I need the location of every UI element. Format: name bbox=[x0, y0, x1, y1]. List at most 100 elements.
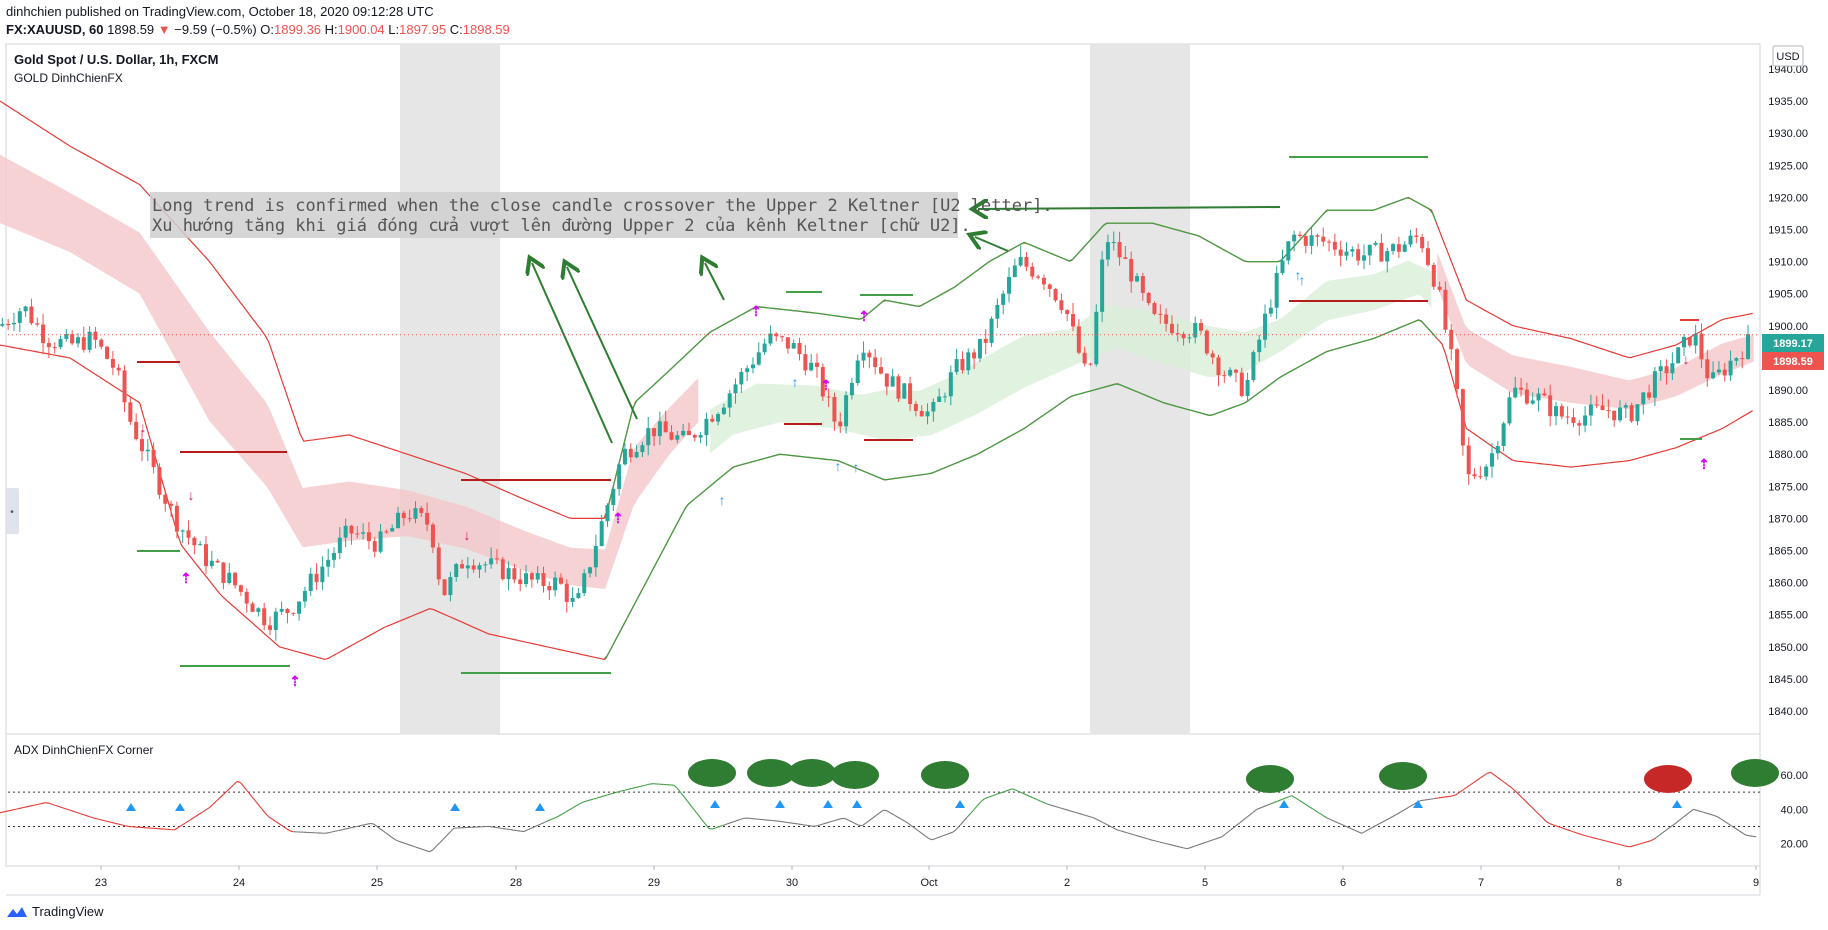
adx-segment bbox=[617, 790, 622, 793]
adx-segment bbox=[436, 842, 441, 847]
candle-body bbox=[1164, 314, 1169, 324]
adx-segment bbox=[1022, 792, 1027, 796]
adx-segment bbox=[1504, 782, 1509, 786]
footer[interactable]: TradingView bbox=[6, 904, 104, 919]
candle-body bbox=[407, 518, 412, 520]
candle-body bbox=[285, 608, 290, 614]
adx-segment bbox=[1560, 826, 1565, 830]
adx-segment bbox=[1542, 818, 1548, 823]
candle-body bbox=[244, 591, 249, 604]
adx-pane-title: ADX DinhChienFX Corner bbox=[14, 743, 153, 757]
adx-segment bbox=[1644, 841, 1649, 844]
candle-body bbox=[29, 306, 34, 324]
adx-segment bbox=[1270, 801, 1275, 805]
adx-segment bbox=[1145, 837, 1149, 840]
candle-body bbox=[1425, 248, 1430, 265]
currency-badge[interactable] bbox=[1772, 45, 1804, 67]
candle-body bbox=[279, 608, 284, 612]
adx-segment bbox=[1368, 827, 1373, 831]
footer-brand: TradingView bbox=[32, 904, 104, 919]
adx-segment bbox=[872, 814, 877, 819]
candle-body bbox=[890, 376, 895, 387]
close-label: C: bbox=[449, 22, 463, 37]
candle-body bbox=[134, 421, 139, 440]
candle-body bbox=[64, 334, 69, 339]
adx-segment bbox=[1598, 838, 1603, 841]
candle-body bbox=[1623, 405, 1628, 408]
candle-body bbox=[343, 525, 348, 538]
candle-body bbox=[1536, 393, 1541, 401]
adx-segment bbox=[1308, 806, 1314, 810]
adx-segment bbox=[331, 830, 336, 833]
adx-segment bbox=[582, 800, 587, 803]
time-tick-label: 5 bbox=[1202, 877, 1208, 889]
candle-body bbox=[861, 352, 866, 361]
adx-segment bbox=[1539, 814, 1544, 819]
candle-body bbox=[221, 562, 226, 583]
high-label: H: bbox=[324, 22, 338, 37]
candle-body bbox=[1210, 353, 1215, 358]
adx-segment bbox=[1106, 823, 1111, 827]
candle-body bbox=[1344, 251, 1349, 256]
adx-segment bbox=[1619, 844, 1624, 847]
signal-arrow-icon: ↑ bbox=[719, 492, 726, 508]
candle-body bbox=[1705, 359, 1710, 379]
adx-segment bbox=[809, 825, 814, 827]
change-indicator: ▼ bbox=[157, 22, 171, 37]
adx-segment bbox=[900, 818, 905, 822]
adx-segment bbox=[24, 806, 29, 808]
adx-segment bbox=[94, 817, 98, 820]
adx-segment bbox=[177, 824, 182, 829]
signal-arrow-icon: ⇡ bbox=[750, 303, 762, 319]
candle-body bbox=[320, 566, 325, 583]
adx-segment bbox=[1211, 838, 1216, 841]
adx-segment bbox=[520, 830, 524, 833]
adx-segment bbox=[876, 812, 881, 816]
candle-body bbox=[332, 553, 337, 560]
adx-segment bbox=[942, 834, 947, 837]
candle-body bbox=[58, 338, 63, 348]
adx-segment bbox=[257, 804, 263, 810]
adx-segment bbox=[994, 793, 999, 796]
adx-segment bbox=[1281, 797, 1286, 801]
candle-body bbox=[326, 559, 331, 567]
adx-segment bbox=[1260, 806, 1265, 809]
adx-segment bbox=[1612, 842, 1617, 845]
adx-segment bbox=[516, 830, 521, 832]
adx-segment bbox=[1148, 838, 1153, 841]
close-value: 1898.59 bbox=[462, 22, 510, 37]
adx-segment bbox=[966, 812, 972, 818]
adx-segment bbox=[1459, 789, 1464, 793]
scroll-handle[interactable] bbox=[6, 488, 19, 534]
adx-segment bbox=[219, 794, 224, 799]
candle-body bbox=[1460, 389, 1465, 446]
candle-body bbox=[1088, 363, 1093, 365]
candle-body bbox=[35, 323, 40, 325]
candle-body bbox=[937, 396, 942, 402]
adx-segment bbox=[233, 780, 238, 785]
adx-segment bbox=[1008, 788, 1013, 791]
adx-segment bbox=[998, 791, 1003, 795]
candle-body bbox=[1169, 323, 1174, 334]
adx-segment bbox=[1483, 772, 1488, 777]
adx-segment bbox=[1685, 811, 1691, 816]
adx-segment bbox=[1291, 795, 1296, 799]
symbol: FX:XAUUSD, 60 bbox=[6, 22, 104, 37]
candle-body bbox=[1123, 257, 1128, 259]
adx-segment bbox=[76, 811, 81, 815]
adx-segment bbox=[397, 840, 402, 843]
adx-segment bbox=[1623, 844, 1628, 847]
adx-segment bbox=[394, 838, 399, 842]
price-tick-label: 1885.00 bbox=[1768, 417, 1808, 429]
price-tick-label: 1890.00 bbox=[1768, 385, 1808, 397]
candle-body bbox=[1332, 241, 1337, 250]
candle-body bbox=[105, 346, 110, 359]
candle-body bbox=[1542, 393, 1547, 396]
adx-segment bbox=[851, 821, 856, 825]
candle-body bbox=[99, 339, 104, 347]
adx-segment bbox=[1057, 806, 1062, 809]
candle-body bbox=[913, 403, 918, 411]
adx-segment bbox=[575, 803, 580, 807]
candle-body bbox=[500, 559, 505, 580]
